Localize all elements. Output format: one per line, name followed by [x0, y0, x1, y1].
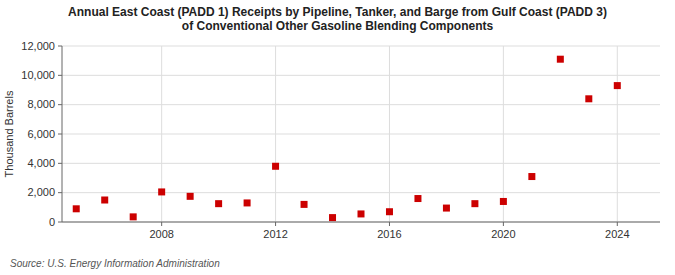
grid [62, 46, 660, 222]
x-tick [161, 222, 162, 226]
x-tick-label: 2016 [377, 228, 401, 240]
point [272, 163, 279, 170]
y-grid-line [62, 222, 660, 223]
x-grid-line [617, 46, 618, 222]
x-tick [389, 222, 390, 226]
y-tick-label: 12,000 [21, 40, 55, 52]
y-tick [58, 134, 62, 135]
point [101, 197, 108, 204]
title: Annual East Coast (PADD 1) Receipts by P… [68, 5, 607, 33]
point [471, 200, 478, 207]
point [500, 198, 507, 205]
x-tick [617, 222, 618, 226]
x-tick-label: 2024 [605, 228, 629, 240]
y-tick [58, 222, 62, 223]
y-tick-label: 0 [49, 216, 55, 228]
point [158, 188, 165, 195]
y-tick-label: 4,000 [27, 157, 55, 169]
y-tick-label: 8,000 [27, 98, 55, 110]
y-axis-label: Thousand Barrels [3, 90, 15, 177]
x-grid-line [389, 46, 390, 222]
x-tick [275, 222, 276, 226]
point [244, 199, 251, 206]
point [130, 213, 137, 220]
point [301, 201, 308, 208]
axes: 0 2,000 4,000 6,000 8,000 10,000 12,000 2008 201… [21, 40, 660, 241]
x-tick [503, 222, 504, 226]
chart: Annual East Coast (PADD 1) Receipts by P… [0, 0, 675, 275]
y-grid-line [62, 192, 660, 193]
y-grid-line [62, 75, 660, 76]
x-tick-label: 2020 [491, 228, 515, 240]
x-grid-line [275, 46, 276, 222]
y-tick [58, 46, 62, 47]
y-tick-label: 10,000 [21, 69, 55, 81]
point [386, 208, 393, 215]
point [614, 82, 621, 89]
x-tick-label: 2012 [263, 228, 287, 240]
point [443, 205, 450, 212]
x-grid-line [161, 46, 162, 222]
y-tick [58, 163, 62, 164]
point [557, 56, 564, 63]
point [358, 210, 365, 217]
point [215, 200, 222, 207]
point [329, 214, 336, 221]
x-axis-line [62, 222, 660, 223]
point [585, 95, 592, 102]
chart-container: Annual East Coast (PADD 1) Receipts by P… [0, 0, 675, 275]
y-tick [58, 104, 62, 105]
point [528, 173, 535, 180]
point [73, 205, 80, 212]
y-tick-label: 2,000 [27, 186, 55, 198]
y-grid-line [62, 134, 660, 135]
y-tick-label: 6,000 [27, 128, 55, 140]
x-tick-label: 2008 [149, 228, 173, 240]
y-grid-line [62, 104, 660, 105]
point [187, 193, 194, 200]
point [414, 195, 421, 202]
y-grid-line [62, 163, 660, 164]
y-tick [58, 192, 62, 193]
y-axis-line [62, 46, 63, 222]
source: Source: U.S. Energy Information Administ… [10, 258, 220, 269]
y-grid-line [62, 46, 660, 47]
x-grid-line [503, 46, 504, 222]
points [73, 56, 621, 221]
y-tick [58, 75, 62, 76]
